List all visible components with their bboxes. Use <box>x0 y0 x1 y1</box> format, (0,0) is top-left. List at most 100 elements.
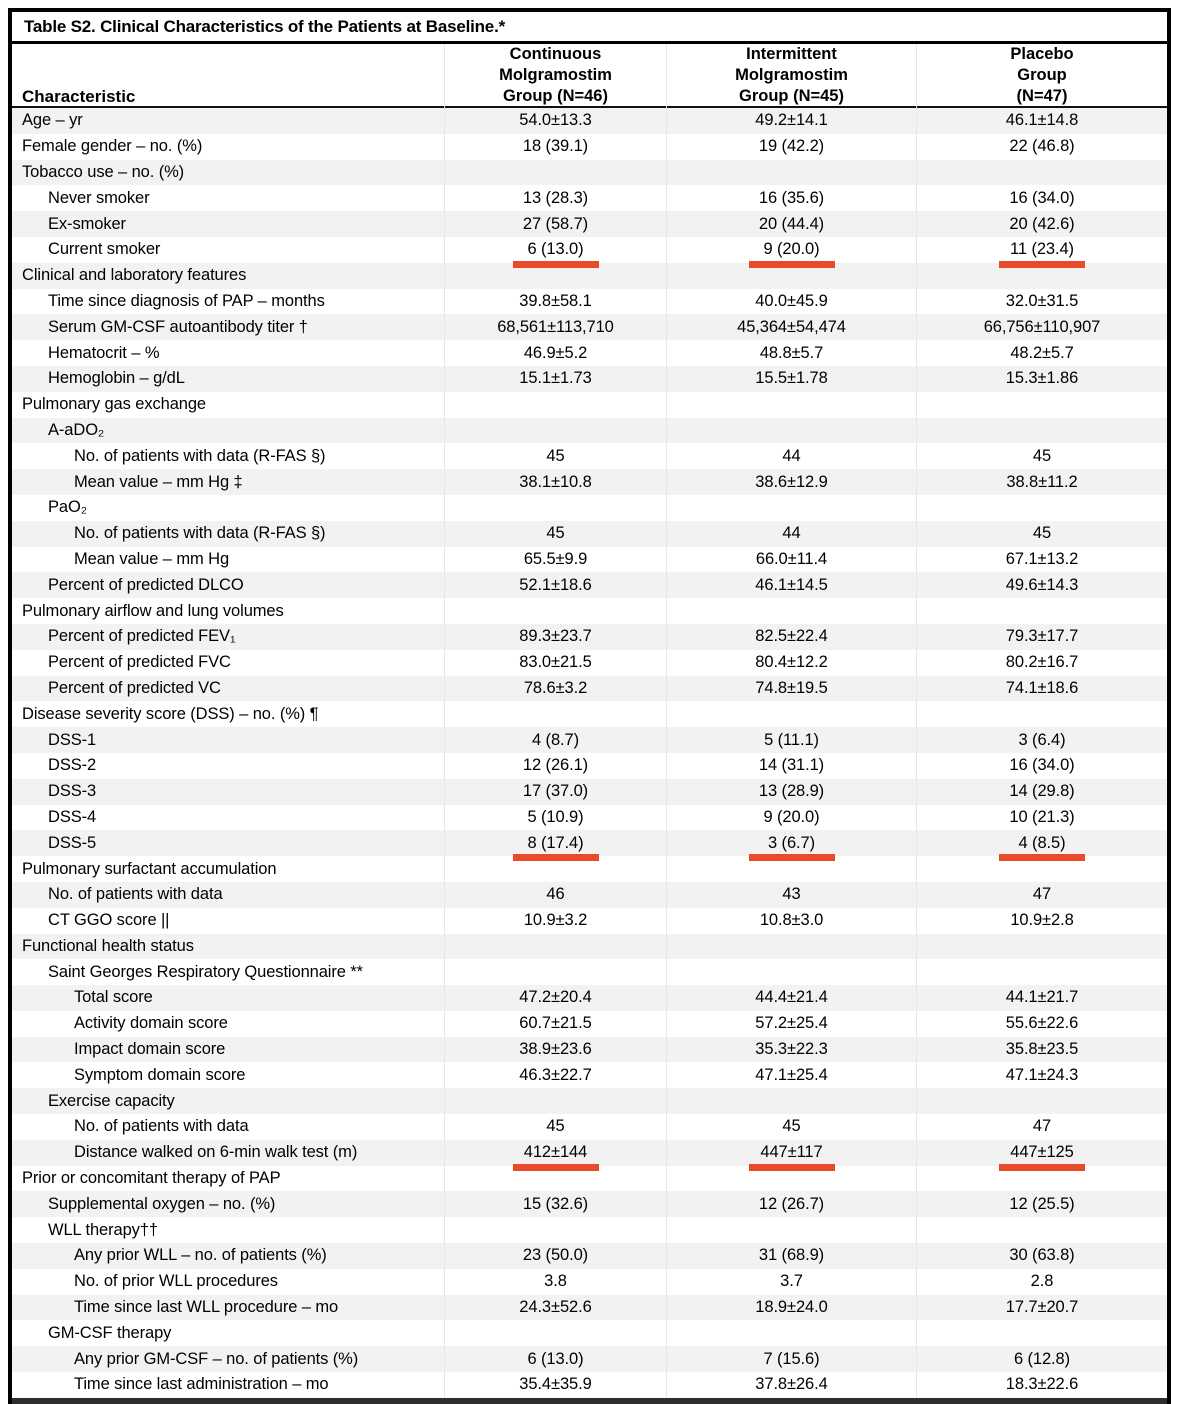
row-value: 46 <box>445 881 667 908</box>
table-row: No. of patients with data 45 45 47 <box>12 1114 1167 1140</box>
row-value: 6 (13.0) <box>445 236 667 268</box>
row-value: 67.1±13.2 <box>917 547 1167 573</box>
row-value <box>445 701 667 728</box>
row-value: 54.0±13.3 <box>445 108 667 134</box>
row-value-text: 16 (34.0) <box>1009 188 1075 207</box>
row-value: 24.3±52.6 <box>445 1294 667 1321</box>
table-row: No. of patients with data (R-FAS §) 45 44 4… <box>12 520 1167 547</box>
row-label: Percent of predicted DLCO <box>12 572 445 599</box>
row-value: 30 (63.8) <box>917 1243 1167 1269</box>
row-value-text: 38.9±23.6 <box>519 1040 592 1059</box>
row-label: DSS-4 <box>12 804 445 831</box>
table-body: Age – yr 54.0±13.3 49.2±14.1 46.1±14.8 Femal… <box>12 108 1167 1398</box>
row-value-text: 447±125 <box>1010 1143 1074 1162</box>
row-value: 19 (42.2) <box>667 133 917 160</box>
row-value-text: 13 (28.9) <box>758 782 825 801</box>
row-value: 6 (13.0) <box>445 1346 667 1373</box>
row-value <box>445 959 667 986</box>
row-label: No. of prior WLL procedures <box>12 1268 445 1295</box>
row-label: Exercise capacity <box>12 1088 445 1115</box>
row-value-text: 10.8±3.0 <box>759 911 824 930</box>
row-value-text: 66,756±110,907 <box>983 317 1101 336</box>
row-value: 80.4±12.2 <box>667 649 917 676</box>
row-value: 74.8±19.5 <box>667 675 917 702</box>
table-row: Saint Georges Respiratory Questionnaire … <box>12 959 1167 986</box>
row-value-text: 6 (13.0) <box>527 240 584 259</box>
table-row: Symptom domain score 46.3±22.7 47.1±25.4 47… <box>12 1062 1167 1089</box>
row-label: PaO₂ <box>12 494 445 521</box>
row-value <box>667 391 917 418</box>
row-value: 6 (12.8) <box>917 1346 1167 1372</box>
table-row: WLL therapy†† <box>12 1217 1167 1244</box>
row-value: 45,364±54,474 <box>667 314 917 341</box>
row-value <box>667 598 917 624</box>
row-value-text: 31 (68.9) <box>758 1246 825 1265</box>
row-value <box>917 392 1167 418</box>
row-value: 12 (26.7) <box>667 1191 917 1218</box>
row-label: Any prior GM-CSF – no. of patients (%) <box>12 1346 445 1373</box>
row-label: Saint Georges Respiratory Questionnaire … <box>12 959 445 986</box>
row-value <box>667 959 917 986</box>
clinical-characteristics-table: Table S2. Clinical Characteristics of th… <box>8 8 1171 1404</box>
row-label: Time since last administration – mo <box>12 1372 445 1398</box>
table-row: Female gender – no. (%) 18 (39.1) 19 (42.2… <box>12 133 1167 160</box>
row-value-text: 45 <box>546 446 565 465</box>
row-label: Impact domain score <box>12 1036 445 1063</box>
table-row: Mean value – mm Hg ‡ 38.1±10.8 38.6±12.9 38… <box>12 469 1167 495</box>
row-value: 39.8±58.1 <box>445 288 667 315</box>
table-row: Any prior GM-CSF – no. of patients (%) 6 … <box>12 1346 1167 1373</box>
row-value: 10 (21.3) <box>917 805 1167 831</box>
row-value-text: 40.0±45.9 <box>755 291 828 310</box>
row-value: 49.2±14.1 <box>667 108 917 134</box>
row-value <box>667 701 917 728</box>
table-row: Activity domain score 60.7±21.5 57.2±25.4 5… <box>12 1010 1167 1037</box>
row-value-text: 44 <box>782 524 801 543</box>
row-value: 3.7 <box>667 1268 917 1295</box>
row-label: Percent of predicted VC <box>12 675 445 702</box>
row-value <box>667 417 917 444</box>
row-value-text: 74.1±18.6 <box>1005 678 1079 697</box>
row-label: GM-CSF therapy <box>12 1320 445 1347</box>
row-value <box>917 160 1167 186</box>
table-row: Serum GM-CSF autoantibody titer † 68,561±… <box>12 314 1167 341</box>
row-value: 16 (34.0) <box>917 753 1167 779</box>
table-row: Total score 47.2±20.4 44.4±21.4 44.1±21.7 <box>12 985 1167 1011</box>
row-value-text: 78.6±3.2 <box>523 678 588 697</box>
table-row: No. of prior WLL procedures 3.8 3.7 2.8 <box>12 1268 1167 1295</box>
row-value: 43 <box>667 881 917 908</box>
row-value: 47 <box>917 882 1167 908</box>
table-row: Time since last WLL procedure – mo 24.3±5… <box>12 1294 1167 1321</box>
row-value-text: 52.1±18.6 <box>519 575 592 594</box>
row-label: DSS-3 <box>12 778 445 805</box>
row-value-text: 89.3±23.7 <box>519 627 592 646</box>
row-value-text: 18.3±22.6 <box>1005 1375 1079 1394</box>
row-value: 40.0±45.9 <box>667 288 917 315</box>
row-value <box>917 598 1167 624</box>
row-value: 4 (8.7) <box>445 727 667 753</box>
row-value-text: 38.8±11.2 <box>1006 472 1078 491</box>
row-label: No. of patients with data <box>12 1114 445 1140</box>
row-label: Age – yr <box>12 108 445 134</box>
column-header-placebo-group: Placebo Group (N=47) <box>1010 45 1074 105</box>
row-label: Female gender – no. (%) <box>12 133 445 160</box>
row-value: 15.5±1.78 <box>667 365 917 392</box>
row-value: 45 <box>445 1114 667 1140</box>
row-value-text: 46.9±5.2 <box>523 343 588 362</box>
row-value: 48.2±5.7 <box>917 340 1167 366</box>
row-value-text: 9 (20.0) <box>763 240 820 259</box>
row-label: Distance walked on 6-min walk test (m) <box>12 1139 445 1166</box>
row-value: 89.3±23.7 <box>445 623 667 650</box>
row-value: 38.1±10.8 <box>445 469 667 495</box>
row-value: 2.8 <box>917 1269 1167 1295</box>
table-row: No. of patients with data (R-FAS §) 45 44 4… <box>12 443 1167 470</box>
table-row: DSS-4 5 (10.9) 9 (20.0) 10 (21.3) <box>12 804 1167 831</box>
row-value-text: 60.7±21.5 <box>519 1014 592 1033</box>
row-value: 66,756±110,907 <box>917 314 1167 340</box>
row-value-text: 38.1±10.8 <box>519 472 592 491</box>
row-value: 12 (26.1) <box>445 752 667 779</box>
row-value-text: 44 <box>782 446 801 465</box>
table-row: Hemoglobin – g/dL 15.1±1.73 15.5±1.78 15.3±… <box>12 365 1167 392</box>
row-value-text: 68,561±113,710 <box>497 317 614 336</box>
row-value: 47.1±24.3 <box>917 1062 1167 1088</box>
row-value-text: 45,364±54,474 <box>737 317 846 336</box>
